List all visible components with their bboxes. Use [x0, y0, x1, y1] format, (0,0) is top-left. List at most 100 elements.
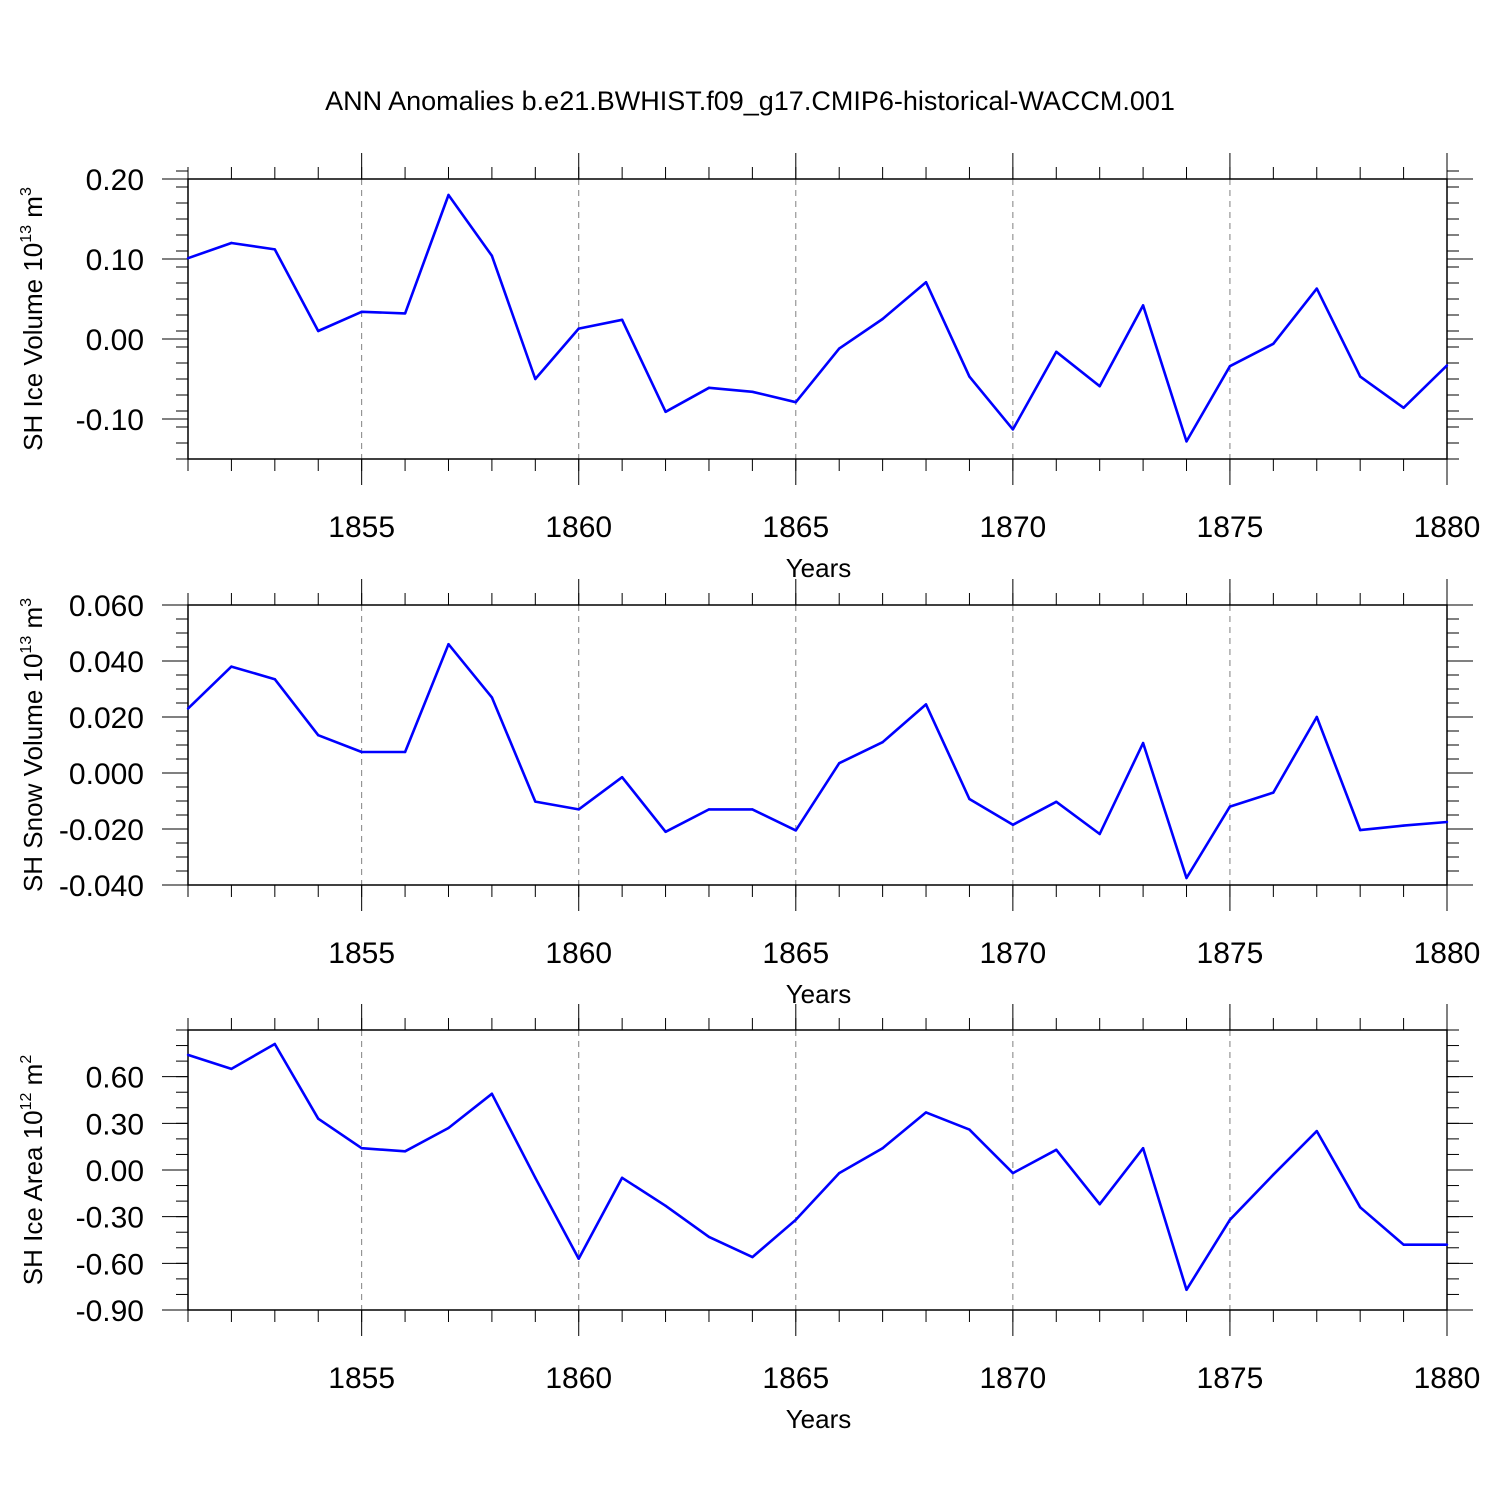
- data-point: [751, 808, 754, 811]
- y-axis-title-unit: m: [18, 1064, 48, 1093]
- data-point: [924, 281, 928, 284]
- y-axis-title: SH Ice Area 1012 m2: [18, 1055, 48, 1286]
- data-point: [186, 707, 190, 710]
- data-point: [360, 1147, 363, 1150]
- data-point: [968, 1128, 971, 1131]
- data-point: [1011, 823, 1015, 826]
- y-axis-title-text: SH Ice Area 10: [18, 1110, 48, 1285]
- data-point: [794, 1218, 797, 1221]
- data-point: [447, 1126, 450, 1130]
- data-point: [403, 312, 407, 315]
- data-point: [577, 808, 580, 811]
- data-point: [1272, 342, 1275, 345]
- data-point: [924, 1111, 928, 1114]
- data-point: [1098, 832, 1101, 836]
- data-point: [1315, 1129, 1318, 1133]
- y-tick-label: 0.10: [86, 244, 144, 277]
- x-tick-label: 1875: [1197, 1362, 1264, 1395]
- data-point: [1141, 1147, 1145, 1150]
- plot-frame: [187, 1029, 1448, 1311]
- data-point: [490, 696, 494, 699]
- y-axis-title-unit-exponent: 3: [18, 598, 35, 607]
- data-point: [1228, 365, 1232, 368]
- y-axis-title-unit-exponent: 2: [18, 1055, 35, 1064]
- data-point: [273, 248, 277, 251]
- x-tick-label: 1865: [762, 511, 829, 544]
- figure-title: ANN Anomalies b.e21.BWHIST.f09_g17.CMIP6…: [325, 86, 1175, 116]
- data-point: [230, 1067, 233, 1071]
- x-axis-title: Years: [786, 1404, 852, 1434]
- data-point: [838, 1171, 841, 1175]
- data-point: [1315, 715, 1318, 719]
- data-point: [707, 1235, 711, 1239]
- y-tick-label: 0.20: [86, 164, 144, 197]
- data-point: [1055, 350, 1058, 353]
- data-point: [620, 318, 624, 321]
- data-point: [620, 776, 624, 779]
- data-point: [1402, 406, 1405, 409]
- data-point: [881, 317, 884, 321]
- data-point: [664, 1204, 667, 1207]
- y-axis-title: SH Snow Volume 1013 m3: [18, 598, 48, 892]
- data-point: [664, 830, 667, 833]
- panel-snow-volume: 0.060 0.040 0.020 0.000 -0.020 -0.040 1855 1860…: [18, 579, 1480, 1009]
- series-line-ice-area: [187, 1042, 1447, 1292]
- series-line-ice-volume: [187, 193, 1448, 443]
- data-point: [1141, 304, 1145, 307]
- data-point: [1315, 287, 1318, 290]
- x-tick-label: 1865: [762, 1362, 829, 1395]
- data-point: [1272, 1173, 1275, 1176]
- x-tick-label: 1855: [328, 1362, 395, 1395]
- data-point: [1358, 1206, 1362, 1209]
- y-tick-label: -0.30: [76, 1202, 144, 1235]
- x-tick-label: 1860: [545, 511, 612, 544]
- data-point: [968, 375, 971, 378]
- data-point: [707, 386, 711, 389]
- panel-ice-area: 0.60 0.30 0.00 -0.30 -0.60 -0.90 1855 1860 1865 1…: [18, 1004, 1480, 1434]
- data-point: [490, 1092, 494, 1095]
- data-point: [1185, 876, 1188, 880]
- y-tick-label: 0.00: [86, 1155, 144, 1188]
- data-point: [230, 241, 233, 245]
- y-axis-title-text: SH Ice Volume 10: [18, 243, 48, 451]
- data-point: [707, 808, 711, 811]
- data-point: [1141, 741, 1145, 745]
- data-point: [1358, 375, 1362, 378]
- y-axis-title-exponent: 13: [18, 225, 35, 243]
- data-point: [1445, 364, 1449, 367]
- x-tick-label: 1875: [1197, 937, 1264, 970]
- data-point: [534, 800, 537, 803]
- x-axis-title: Years: [786, 979, 852, 1009]
- series-line-snow-volume: [187, 642, 1448, 880]
- y-tick-label: -0.60: [76, 1248, 144, 1281]
- y-tick-label: 0.000: [69, 758, 144, 791]
- data-point: [1185, 1288, 1188, 1291]
- data-point: [403, 1150, 407, 1153]
- x-tick-label: 1855: [328, 937, 395, 970]
- data-point: [751, 1255, 754, 1259]
- data-point: [186, 257, 190, 260]
- data-point: [881, 741, 884, 744]
- data-point: [881, 1147, 884, 1150]
- x-tick-label: 1875: [1197, 511, 1264, 544]
- y-axis-title-unit: m: [18, 196, 48, 225]
- data-point: [1272, 791, 1275, 794]
- data-point: [664, 410, 667, 413]
- data-point: [273, 678, 277, 681]
- data-point: [1228, 1218, 1232, 1221]
- y-tick-label: -0.040: [59, 870, 144, 903]
- data-point: [577, 327, 580, 330]
- data-point: [1098, 1203, 1101, 1206]
- data-point: [1185, 440, 1188, 443]
- y-tick-label: -0.020: [59, 814, 144, 847]
- data-point: [1011, 1171, 1015, 1175]
- data-point: [1358, 828, 1362, 832]
- x-tick-label: 1860: [545, 1362, 612, 1395]
- y-tick-label: 0.020: [69, 702, 144, 735]
- data-point: [317, 329, 320, 333]
- data-point: [186, 1053, 190, 1057]
- data-point: [620, 1176, 624, 1179]
- x-tick-label: 1870: [979, 511, 1046, 544]
- data-point: [317, 734, 320, 737]
- data-point: [490, 254, 494, 257]
